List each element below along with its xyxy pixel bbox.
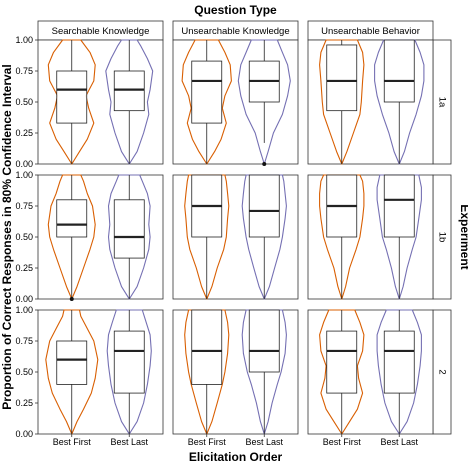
box — [248, 174, 280, 238]
box — [56, 199, 88, 238]
box — [383, 330, 415, 394]
box — [191, 60, 223, 124]
facet-panel — [37, 39, 164, 165]
top-title: Question Type — [194, 3, 277, 17]
column-strip-label: Searchable Knowledge — [52, 26, 150, 37]
facet-panel — [172, 174, 299, 300]
row-strip-label: 2 — [436, 369, 447, 374]
x-tick-label: Best Last — [380, 437, 418, 447]
x-tick-label: Best Last — [245, 437, 283, 447]
right-facet-title: Experiment — [458, 204, 468, 269]
row-strip-label: 1b — [436, 232, 447, 243]
y-tick-label: 0.25 — [15, 128, 33, 138]
y-tick-label: 1.00 — [15, 35, 33, 45]
x-axis-title: Elicitation Order — [189, 450, 283, 464]
outlier-point — [262, 162, 267, 166]
y-tick-label: 1.00 — [15, 305, 33, 315]
y-axis-title: Proportion of Correct Responses in 80% C… — [0, 64, 14, 409]
y-tick-label: 0.75 — [15, 201, 33, 211]
y-tick-label: 0.00 — [15, 159, 33, 169]
box — [113, 199, 145, 259]
y-tick-label: 0.25 — [15, 398, 33, 408]
x-tick-label: Best First — [53, 437, 92, 447]
box — [56, 70, 88, 124]
y-tick-label: 1.00 — [15, 170, 33, 180]
box — [56, 340, 88, 385]
row-strip-label: 1a — [436, 97, 447, 108]
y-tick-label: 0.00 — [15, 429, 33, 439]
x-tick-label: Best Last — [110, 437, 148, 447]
column-strip-label: Unsearchable Behavior — [321, 26, 420, 37]
y-tick-label: 0.25 — [15, 263, 33, 273]
box — [113, 330, 145, 394]
box — [383, 39, 415, 103]
box — [191, 309, 223, 385]
x-tick-label: Best First — [323, 437, 362, 447]
box — [326, 44, 358, 112]
box — [248, 309, 280, 373]
outlier-point — [69, 297, 74, 301]
y-tick-label: 0.75 — [15, 66, 33, 76]
facet-panel — [172, 39, 299, 166]
column-strip-label: Unsearchable Knowledge — [181, 26, 289, 37]
facet-panel — [172, 309, 299, 435]
facet-panel — [307, 309, 434, 435]
facet-panel — [37, 174, 164, 301]
y-tick-label: 0.50 — [15, 232, 33, 242]
box — [326, 330, 358, 394]
facet-panel — [37, 309, 164, 435]
facet-panel — [307, 39, 434, 165]
y-tick-label: 0.50 — [15, 367, 33, 377]
box — [383, 174, 415, 238]
box — [113, 70, 145, 112]
x-tick-label: Best First — [188, 437, 227, 447]
y-tick-label: 0.00 — [15, 294, 33, 304]
y-tick-label: 0.75 — [15, 336, 33, 346]
facet-panel — [307, 174, 434, 300]
y-tick-label: 0.50 — [15, 97, 33, 107]
